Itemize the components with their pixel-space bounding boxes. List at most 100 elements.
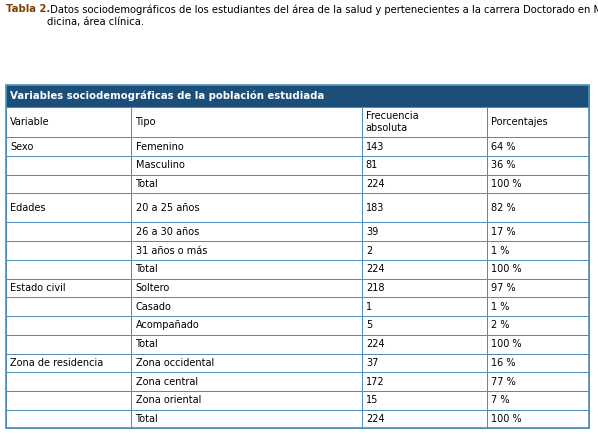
Text: Total: Total xyxy=(136,414,158,424)
Text: 183: 183 xyxy=(366,203,384,213)
Bar xyxy=(362,137,487,156)
Bar xyxy=(132,241,362,260)
Bar xyxy=(487,137,589,156)
Text: 31 años o más: 31 años o más xyxy=(136,245,207,256)
Text: Zona oriental: Zona oriental xyxy=(136,395,201,405)
Bar xyxy=(6,85,589,107)
Bar xyxy=(487,297,589,316)
Bar xyxy=(132,297,362,316)
Bar xyxy=(362,241,487,260)
Text: 172: 172 xyxy=(366,376,385,387)
Text: Variable: Variable xyxy=(10,117,50,127)
Bar xyxy=(487,194,589,223)
Text: 2: 2 xyxy=(366,245,372,256)
Bar xyxy=(362,354,487,372)
Text: Acompañado: Acompañado xyxy=(136,320,199,330)
Bar xyxy=(6,156,132,175)
Text: Total: Total xyxy=(136,264,158,274)
Bar xyxy=(362,260,487,279)
Bar xyxy=(487,223,589,241)
Text: 143: 143 xyxy=(366,141,384,152)
Bar xyxy=(132,372,362,391)
Text: Sexo: Sexo xyxy=(10,141,33,152)
Text: Casado: Casado xyxy=(136,301,172,312)
Bar xyxy=(487,391,589,410)
Text: 26 a 30 años: 26 a 30 años xyxy=(136,227,199,237)
Bar xyxy=(362,156,487,175)
Text: Zona de residencia: Zona de residencia xyxy=(10,358,103,368)
Bar xyxy=(132,354,362,372)
Text: Porcentajes: Porcentajes xyxy=(491,117,548,127)
Text: 218: 218 xyxy=(366,283,385,293)
Text: 16 %: 16 % xyxy=(491,358,515,368)
Bar xyxy=(6,137,132,156)
Text: 224: 224 xyxy=(366,414,385,424)
Bar xyxy=(6,297,132,316)
Bar xyxy=(487,335,589,354)
Text: 64 %: 64 % xyxy=(491,141,515,152)
Text: Soltero: Soltero xyxy=(136,283,170,293)
Bar xyxy=(362,372,487,391)
Text: Zona central: Zona central xyxy=(136,376,198,387)
Text: Zona occidental: Zona occidental xyxy=(136,358,213,368)
Text: Tabla 2.: Tabla 2. xyxy=(6,4,50,14)
Text: Femenino: Femenino xyxy=(136,141,183,152)
Bar xyxy=(487,241,589,260)
Text: 1 %: 1 % xyxy=(491,301,509,312)
Bar xyxy=(487,316,589,335)
Text: 17 %: 17 % xyxy=(491,227,516,237)
Text: Datos sociodemográficos de los estudiantes del área de la salud y pertenecientes: Datos sociodemográficos de los estudiant… xyxy=(47,4,598,27)
Bar xyxy=(362,175,487,194)
Bar xyxy=(362,107,487,137)
Bar xyxy=(487,279,589,297)
Text: 82 %: 82 % xyxy=(491,203,516,213)
Text: 37: 37 xyxy=(366,358,378,368)
Bar xyxy=(487,372,589,391)
Text: 100 %: 100 % xyxy=(491,414,522,424)
Text: 224: 224 xyxy=(366,339,385,349)
Bar xyxy=(6,279,132,297)
Bar xyxy=(132,391,362,410)
Text: Variables sociodemográficas de la población estudiada: Variables sociodemográficas de la poblac… xyxy=(10,91,325,101)
Bar xyxy=(132,107,362,137)
Bar xyxy=(487,107,589,137)
Text: 1: 1 xyxy=(366,301,372,312)
Bar xyxy=(132,279,362,297)
Text: 7 %: 7 % xyxy=(491,395,509,405)
Text: 36 %: 36 % xyxy=(491,160,515,170)
Bar xyxy=(487,354,589,372)
Bar xyxy=(362,194,487,223)
Text: 224: 224 xyxy=(366,264,385,274)
Bar xyxy=(132,316,362,335)
Bar xyxy=(362,279,487,297)
Bar xyxy=(132,223,362,241)
Text: 15: 15 xyxy=(366,395,378,405)
Bar xyxy=(6,241,132,260)
Text: 81: 81 xyxy=(366,160,378,170)
Text: 5: 5 xyxy=(366,320,372,330)
Bar xyxy=(487,156,589,175)
Text: 2 %: 2 % xyxy=(491,320,509,330)
Bar xyxy=(6,85,589,429)
Bar xyxy=(6,175,132,194)
Bar xyxy=(6,107,132,137)
Bar xyxy=(487,260,589,279)
Text: 97 %: 97 % xyxy=(491,283,516,293)
Bar xyxy=(132,137,362,156)
Bar xyxy=(6,223,132,241)
Text: 100 %: 100 % xyxy=(491,264,522,274)
Text: 77 %: 77 % xyxy=(491,376,516,387)
Text: Total: Total xyxy=(136,179,158,189)
Bar xyxy=(487,175,589,194)
Bar xyxy=(6,372,132,391)
Bar xyxy=(132,410,362,429)
Bar xyxy=(362,223,487,241)
Bar xyxy=(6,391,132,410)
Bar xyxy=(132,194,362,223)
Text: Edades: Edades xyxy=(10,203,45,213)
Text: Estado civil: Estado civil xyxy=(10,283,66,293)
Text: Masculino: Masculino xyxy=(136,160,184,170)
Bar xyxy=(6,354,132,372)
Text: Tipo: Tipo xyxy=(136,117,156,127)
Bar xyxy=(6,335,132,354)
